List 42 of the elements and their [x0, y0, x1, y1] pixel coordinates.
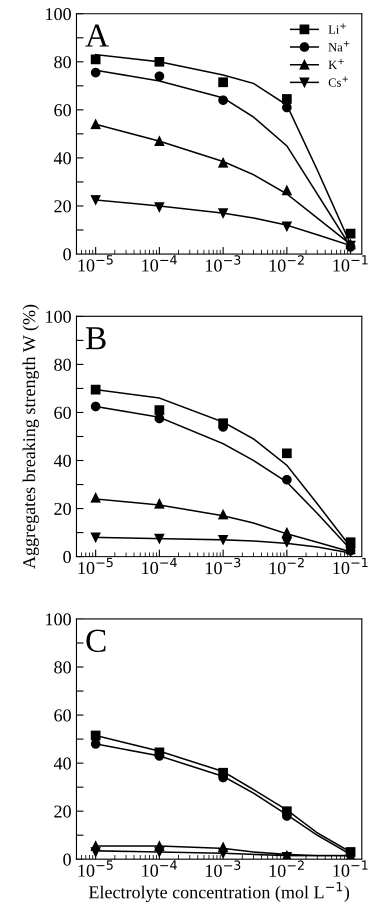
x-tick-label: 10$^{−4}$ [142, 558, 177, 574]
y-tick-label: 40 [54, 152, 71, 164]
y-axis-title: Aggregates breaking strength W (%) [22, 304, 39, 569]
x-tick-label: 10$^{−5}$ [78, 558, 113, 574]
x-tick-label: 10$^{−5}$ [78, 255, 113, 272]
legend-label: Na$^{+}$ [328, 41, 350, 52]
y-tick-label: 0 [63, 853, 71, 866]
y-tick-label: 60 [54, 406, 71, 419]
annotation: B [86, 327, 106, 350]
y-tick-label: 60 [54, 104, 71, 116]
y-tick-label: 20 [54, 200, 71, 212]
x-axis-title: Electrolyte concentration (mol L$^{−1}$) [88, 882, 350, 902]
x-tick-label: 10$^{−3}$ [206, 860, 240, 877]
x-tick-label: 10$^{−1}$ [333, 860, 368, 877]
y-tick-label: 80 [54, 661, 71, 674]
x-tick-label: 10$^{−5}$ [78, 860, 113, 877]
x-tick-label: 10$^{−4}$ [142, 860, 177, 877]
x-tick-label: 10$^{−1}$ [333, 255, 368, 272]
y-tick-label: 80 [54, 358, 71, 371]
x-tick-label: 10$^{−3}$ [206, 558, 240, 574]
x-tick-label: 10$^{−1}$ [333, 558, 368, 574]
y-tick-label: 20 [54, 502, 71, 516]
x-tick-label: 10$^{−2}$ [270, 558, 304, 574]
x-tick-label: 10$^{−3}$ [206, 255, 240, 272]
y-tick-label: 100 [46, 8, 71, 20]
y-tick-label: 40 [54, 454, 71, 467]
legend-label: K$^{+}$ [328, 58, 344, 69]
annotation: A [85, 24, 109, 46]
y-tick-label: 60 [54, 709, 71, 722]
legend-label: Li$^{+}$ [328, 23, 346, 34]
y-tick-label: 100 [46, 613, 71, 626]
y-tick-label: 0 [63, 550, 71, 564]
annotation: C [86, 630, 106, 652]
legend-label: Cs$^{+}$ [328, 76, 348, 87]
y-tick-label: 100 [46, 310, 71, 323]
x-tick-label: 10$^{−4}$ [142, 255, 177, 272]
y-tick-label: 0 [63, 248, 71, 260]
y-tick-label: 20 [54, 805, 71, 818]
x-tick-label: 10$^{−2}$ [270, 255, 304, 272]
y-tick-label: 40 [54, 757, 71, 770]
x-tick-label: 10$^{−2}$ [270, 860, 304, 877]
y-tick-label: 80 [54, 56, 71, 68]
